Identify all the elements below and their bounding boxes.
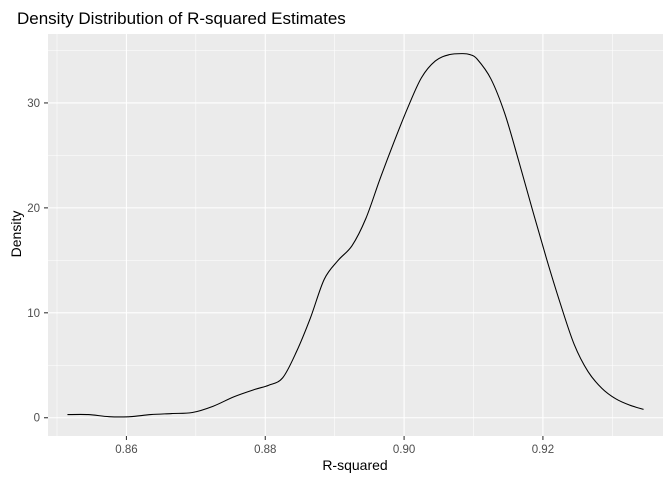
x-tick-label: 0.90 (393, 444, 415, 456)
x-axis-title: R-squared (322, 457, 387, 473)
x-tick-label: 0.86 (115, 444, 137, 456)
y-tick-label: 20 (27, 203, 40, 215)
y-tick-label: 10 (27, 308, 40, 320)
x-tick-label: 0.88 (254, 444, 276, 456)
y-tick-label: 30 (27, 98, 40, 110)
plot-panel (48, 34, 663, 436)
y-axis-title: Density (8, 211, 24, 258)
x-tick-label: 0.92 (532, 444, 554, 456)
y-axis: 0 10 20 30 (27, 98, 48, 425)
y-tick-label: 0 (34, 413, 40, 425)
x-axis: 0.86 0.88 0.90 0.92 (115, 436, 554, 456)
chart-title: Density Distribution of R-squared Estima… (17, 9, 346, 28)
